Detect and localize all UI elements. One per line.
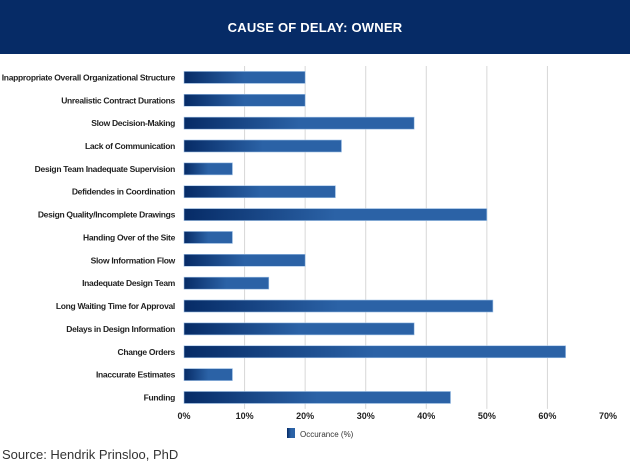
x-tick-label: 40% [417, 411, 435, 421]
bar [183, 139, 342, 153]
legend-label: Occurance (%) [300, 430, 354, 439]
x-tick-label: 30% [357, 411, 375, 421]
bar [183, 185, 336, 199]
bar [183, 71, 306, 84]
category-label: Inadequate Design Team [82, 278, 176, 288]
bar [183, 254, 306, 267]
bar [183, 231, 233, 244]
bar [183, 345, 566, 359]
category-label: Long Waiting Time for Approval [56, 301, 175, 311]
category-label: Lack of Communication [85, 141, 175, 151]
bar [183, 276, 270, 290]
category-label: Slow Decision-Making [91, 118, 175, 128]
x-tick-label: 0% [177, 411, 190, 421]
category-label: Handing Over of the Site [83, 232, 176, 242]
source-note: Source: Hendrik Prinsloo, PhD [2, 447, 179, 462]
bar [183, 368, 233, 381]
bar [183, 391, 451, 404]
category-label: Change Orders [117, 347, 175, 357]
bar [183, 299, 494, 313]
category-label: Delays in Design Information [66, 324, 175, 334]
bar [183, 162, 233, 176]
bar [183, 208, 488, 221]
category-label: Unrealistic Contract Durations [61, 95, 175, 105]
category-label: Design Quality/Incomplete Drawings [38, 210, 176, 220]
title-banner: CAUSE OF DELAY: OWNER [0, 0, 630, 54]
category-label: Inaccurate Estimates [96, 370, 176, 380]
category-label: Slow Information Flow [91, 255, 176, 265]
bar [183, 93, 306, 107]
chart-title: CAUSE OF DELAY: OWNER [227, 19, 403, 35]
x-tick-label: 50% [478, 411, 496, 421]
x-tick-label: 70% [599, 411, 617, 421]
x-tick-label: 20% [296, 411, 314, 421]
x-tick-label: 10% [236, 411, 254, 421]
x-tick-label: 60% [538, 411, 556, 421]
bar [183, 322, 415, 336]
bar [183, 116, 415, 130]
category-label: Defidendes in Coordination [72, 187, 175, 197]
category-label: Funding [144, 392, 176, 402]
category-label: Design Team Inadequate Supervision [35, 164, 175, 174]
category-label: Inappropriate Overall Organizational Str… [2, 72, 176, 82]
legend-swatch [287, 428, 295, 438]
